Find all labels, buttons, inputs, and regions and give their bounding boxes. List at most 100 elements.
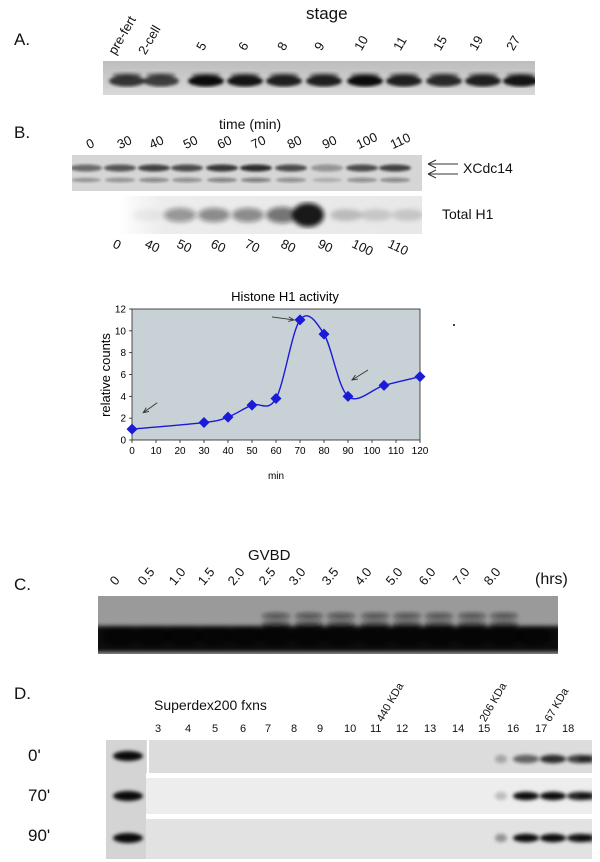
annotation-arrow [351,369,369,381]
h1-band [232,208,264,222]
fraction-label: 15 [478,723,491,735]
time-lane-label: 30 [114,132,135,152]
gvbd-band [291,626,327,646]
fraction-label: 13 [424,723,437,735]
fraction-band [495,833,507,843]
xcdc14-band [346,164,378,172]
time-lane-label: 60 [214,132,235,152]
data-point [378,379,390,391]
fraction-label: 18 [562,723,575,735]
xcdc14-label: XCdc14 [463,160,513,176]
xcdc14-band [72,164,102,172]
y-tick-label: 12 [115,305,127,316]
fraction-label: 14 [452,723,465,735]
x-tick-label: 0 [129,446,135,457]
fraction-label: 3 [155,723,162,735]
fraction-label: 5 [212,723,219,735]
fraction-band [495,791,507,801]
panel-b-label: B. [14,123,31,142]
chart-title: Histone H1 activity [231,289,339,304]
x-tick-label: 20 [174,446,186,457]
stage-lane-label: 27 [503,32,524,53]
xcdc14-band [171,164,203,172]
h1-band [132,209,164,221]
fraction-label: 4 [185,723,192,735]
fraction-label: 10 [344,723,357,735]
annotation-arrow [142,402,158,414]
stage-lane-label: 11 [390,33,410,53]
marker-band [113,751,143,761]
time-lane-label: 100 [353,129,380,152]
time-lane-label: 80 [284,132,305,152]
stage-lane-label: pre-fert [105,13,139,58]
xcdc14-band [379,164,411,172]
time-row-label: 70' [28,786,51,805]
panel-c-title: GVBD [248,547,291,564]
fraction-label: 6 [240,723,247,735]
xcdc14-band [275,164,307,172]
blot-band [306,75,342,87]
panel-d-title: Superdex200 fxns [154,697,267,713]
panel-c-label: C. [14,575,31,594]
data-point [126,423,138,435]
stray-dot [453,324,455,326]
fraction-band [513,754,539,764]
marker-band [113,791,143,801]
data-point [222,411,234,423]
gvbd-band [486,626,522,646]
blot-band [227,75,263,87]
plot-area [131,308,421,441]
size-marker-label: 206 KDa [477,680,510,724]
annotation-arrow [271,316,295,321]
data-point [414,371,426,383]
blot-band [143,75,179,87]
y-tick-label: 10 [115,326,127,337]
fraction-band [513,791,539,801]
x-tick-label: 50 [246,446,258,457]
time-lane-label-bottom: 60 [208,236,229,256]
y-axis-label: relative counts [98,333,113,417]
data-point [270,393,282,405]
stage-lane-label: 8 [274,39,291,53]
panel-d-label: D. [14,684,31,703]
gvbd-lane-label: 5.0 [382,564,406,588]
blot-band [109,75,145,87]
marker-band [113,833,143,843]
xcdc14-band [104,164,136,172]
data-point [198,417,210,429]
stage-lane-label: 10 [351,32,372,53]
gvbd-band [196,626,232,646]
time-lane-label-bottom: 70 [242,236,263,256]
gvbd-lane-label: 7.0 [449,564,473,588]
time-lane-label-bottom: 80 [278,236,299,256]
h1-band [360,209,392,221]
time-lane-label-bottom: 50 [174,236,195,256]
h1-band [164,208,196,222]
fraction-band [495,754,507,764]
gvbd-band [516,626,552,646]
data-point [342,390,354,402]
total-h1-label: Total H1 [442,206,494,222]
fraction-label: 7 [265,723,272,735]
fraction-label: 17 [535,723,548,735]
gvbd-band [323,626,359,646]
fraction-label: 16 [507,723,520,735]
time-lane-label-bottom: 40 [142,236,163,256]
time-lane-label: 90 [319,132,340,152]
time-lane-label-bottom: 90 [315,236,336,256]
fraction-band [578,833,592,843]
blot-band [347,75,383,87]
x-axis-label: min [268,471,284,482]
h1-band [330,209,362,221]
time-lane-label: 50 [180,132,201,152]
fraction-label: 12 [396,723,409,735]
x-tick-label: 100 [364,446,381,457]
data-point [318,328,330,340]
fraction-label: 11 [370,723,382,735]
fraction-band [578,754,592,764]
blot-band [188,75,224,87]
gvbd-lane-label: 4.0 [351,564,375,588]
fraction-band [540,833,566,843]
stage-lane-label: 9 [311,39,328,53]
x-tick-label: 60 [270,446,282,457]
